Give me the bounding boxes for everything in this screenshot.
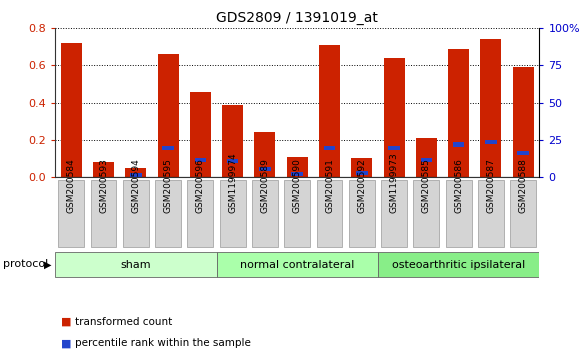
Text: GSM200585: GSM200585 — [422, 158, 431, 213]
FancyBboxPatch shape — [284, 180, 310, 247]
Text: GSM200591: GSM200591 — [325, 158, 334, 213]
FancyBboxPatch shape — [123, 180, 148, 247]
Text: GSM200588: GSM200588 — [519, 158, 528, 213]
Bar — [480, 40, 502, 177]
Text: GSM1199974: GSM1199974 — [228, 153, 237, 213]
Bar — [222, 104, 243, 177]
FancyBboxPatch shape — [381, 180, 407, 247]
Text: ■: ■ — [61, 317, 71, 327]
Bar — [130, 173, 142, 177]
Text: normal contralateral: normal contralateral — [240, 259, 354, 270]
Text: GSM200592: GSM200592 — [357, 159, 367, 213]
Bar — [319, 45, 340, 177]
Bar — [356, 171, 368, 175]
Bar — [513, 67, 534, 177]
Bar — [389, 146, 400, 150]
Text: sham: sham — [121, 259, 151, 270]
FancyBboxPatch shape — [55, 252, 216, 278]
Text: GSM1199973: GSM1199973 — [390, 153, 398, 213]
Text: GSM200584: GSM200584 — [67, 159, 76, 213]
FancyBboxPatch shape — [90, 180, 117, 247]
Text: GSM200586: GSM200586 — [454, 158, 463, 213]
Bar — [453, 142, 465, 147]
Bar — [351, 159, 372, 177]
Bar — [485, 139, 496, 144]
Bar — [93, 162, 114, 177]
Bar — [259, 167, 271, 171]
FancyBboxPatch shape — [414, 180, 439, 247]
Text: transformed count: transformed count — [75, 317, 173, 327]
FancyBboxPatch shape — [216, 252, 378, 278]
Text: GSM200589: GSM200589 — [260, 158, 270, 213]
Bar — [416, 138, 437, 177]
FancyBboxPatch shape — [252, 180, 278, 247]
FancyBboxPatch shape — [317, 180, 342, 247]
Bar — [61, 43, 82, 177]
Bar — [190, 92, 211, 177]
Bar — [125, 168, 146, 177]
Text: GSM200590: GSM200590 — [293, 158, 302, 213]
FancyBboxPatch shape — [446, 180, 472, 247]
Bar — [195, 158, 206, 162]
FancyBboxPatch shape — [349, 180, 375, 247]
Title: GDS2809 / 1391019_at: GDS2809 / 1391019_at — [216, 11, 378, 24]
FancyBboxPatch shape — [510, 180, 536, 247]
Bar — [292, 172, 303, 176]
Bar — [324, 146, 335, 150]
Text: osteoarthritic ipsilateral: osteoarthritic ipsilateral — [392, 259, 525, 270]
Bar — [162, 146, 174, 150]
Bar — [287, 156, 308, 177]
Text: GSM200594: GSM200594 — [131, 159, 140, 213]
FancyBboxPatch shape — [155, 180, 181, 247]
Bar — [255, 132, 276, 177]
Text: ▶: ▶ — [44, 259, 51, 269]
Bar — [448, 49, 469, 177]
Text: GSM200596: GSM200596 — [196, 158, 205, 213]
Text: GSM200587: GSM200587 — [487, 158, 495, 213]
Bar — [383, 58, 405, 177]
Text: GSM200593: GSM200593 — [99, 158, 108, 213]
FancyBboxPatch shape — [59, 180, 84, 247]
FancyBboxPatch shape — [378, 252, 539, 278]
Text: protocol: protocol — [3, 259, 48, 269]
FancyBboxPatch shape — [187, 180, 213, 247]
FancyBboxPatch shape — [478, 180, 504, 247]
FancyBboxPatch shape — [220, 180, 245, 247]
Text: ■: ■ — [61, 338, 71, 348]
Text: GSM200595: GSM200595 — [164, 158, 173, 213]
Bar — [158, 55, 179, 177]
Bar — [517, 151, 529, 155]
Bar — [420, 158, 432, 162]
Text: percentile rank within the sample: percentile rank within the sample — [75, 338, 251, 348]
Bar — [227, 159, 238, 163]
